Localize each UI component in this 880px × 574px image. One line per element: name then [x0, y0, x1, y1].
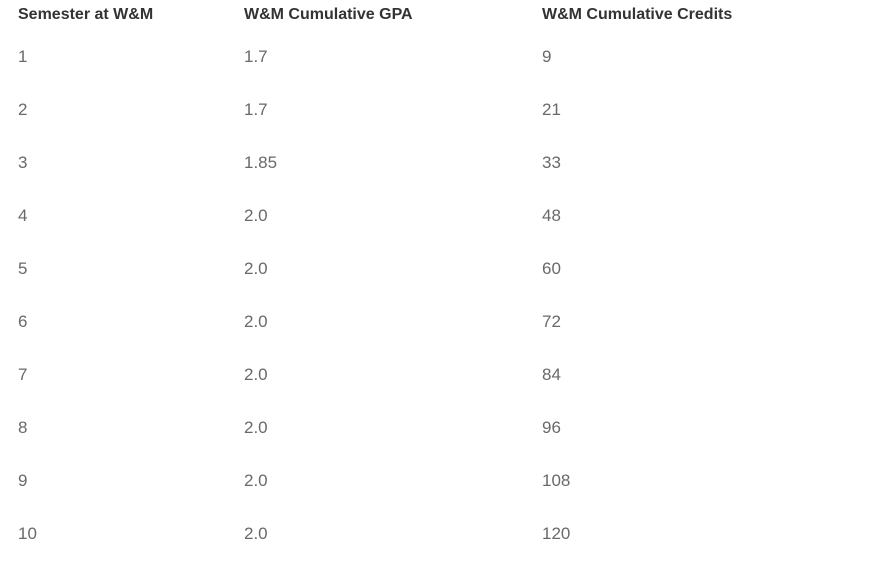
- cell-semester: 6: [18, 311, 28, 331]
- column-header-cumulative-credits: W&M Cumulative Credits: [542, 6, 733, 23]
- cell-cumulative-credits: 21: [542, 99, 561, 119]
- cell-cumulative-credits: 60: [542, 258, 561, 278]
- cell-semester: 2: [18, 99, 28, 119]
- cell-cumulative-gpa: 2.0: [244, 258, 268, 278]
- table-header-row: Semester at W&M W&M Cumulative GPA W&M C…: [0, 0, 880, 30]
- cell-semester: 1: [18, 46, 28, 66]
- cell-cumulative-credits: 9: [542, 46, 552, 66]
- table-row: 6 2.0 72: [0, 295, 880, 348]
- table-row: 2 1.7 21: [0, 83, 880, 136]
- cell-cumulative-gpa: 2.0: [244, 364, 268, 384]
- table-row: 10 2.0 120: [0, 507, 880, 560]
- cell-cumulative-gpa: 1.85: [244, 152, 278, 172]
- table-row: 3 1.85 33: [0, 136, 880, 189]
- table-row: 4 2.0 48: [0, 189, 880, 242]
- table-row: 5 2.0 60: [0, 242, 880, 295]
- table-row: 8 2.0 96: [0, 401, 880, 454]
- cell-semester: 5: [18, 258, 28, 278]
- column-header-semester: Semester at W&M: [18, 6, 154, 23]
- table-row: 1 1.7 9: [0, 30, 880, 83]
- cell-semester: 3: [18, 152, 28, 172]
- cell-cumulative-credits: 120: [542, 523, 571, 543]
- table-row: 9 2.0 108: [0, 454, 880, 507]
- cell-cumulative-gpa: 2.0: [244, 205, 268, 225]
- table-body: 1 1.7 9 2 1.7 21 3 1.85 33 4 2.0 48 5 2.0 60 6 2.0 72 7 2.0…: [0, 30, 880, 560]
- cell-cumulative-gpa: 1.7: [244, 46, 268, 66]
- cell-semester: 7: [18, 364, 28, 384]
- cell-cumulative-gpa: 2.0: [244, 311, 268, 331]
- cell-semester: 4: [18, 205, 28, 225]
- column-header-cumulative-gpa: W&M Cumulative GPA: [244, 6, 413, 23]
- cell-cumulative-credits: 72: [542, 311, 561, 331]
- cell-cumulative-gpa: 2.0: [244, 523, 268, 543]
- cell-semester: 9: [18, 470, 28, 490]
- table-row: 7 2.0 84: [0, 348, 880, 401]
- cell-cumulative-gpa: 2.0: [244, 470, 268, 490]
- gpa-credits-table: Semester at W&M W&M Cumulative GPA W&M C…: [0, 0, 880, 560]
- cell-semester: 10: [18, 523, 37, 543]
- cell-cumulative-credits: 108: [542, 470, 571, 490]
- cell-cumulative-credits: 84: [542, 364, 561, 384]
- table-header: Semester at W&M W&M Cumulative GPA W&M C…: [0, 0, 880, 30]
- cell-cumulative-gpa: 2.0: [244, 417, 268, 437]
- cell-semester: 8: [18, 417, 28, 437]
- cell-cumulative-credits: 48: [542, 205, 561, 225]
- cell-cumulative-credits: 33: [542, 152, 561, 172]
- cell-cumulative-credits: 96: [542, 417, 561, 437]
- cell-cumulative-gpa: 1.7: [244, 99, 268, 119]
